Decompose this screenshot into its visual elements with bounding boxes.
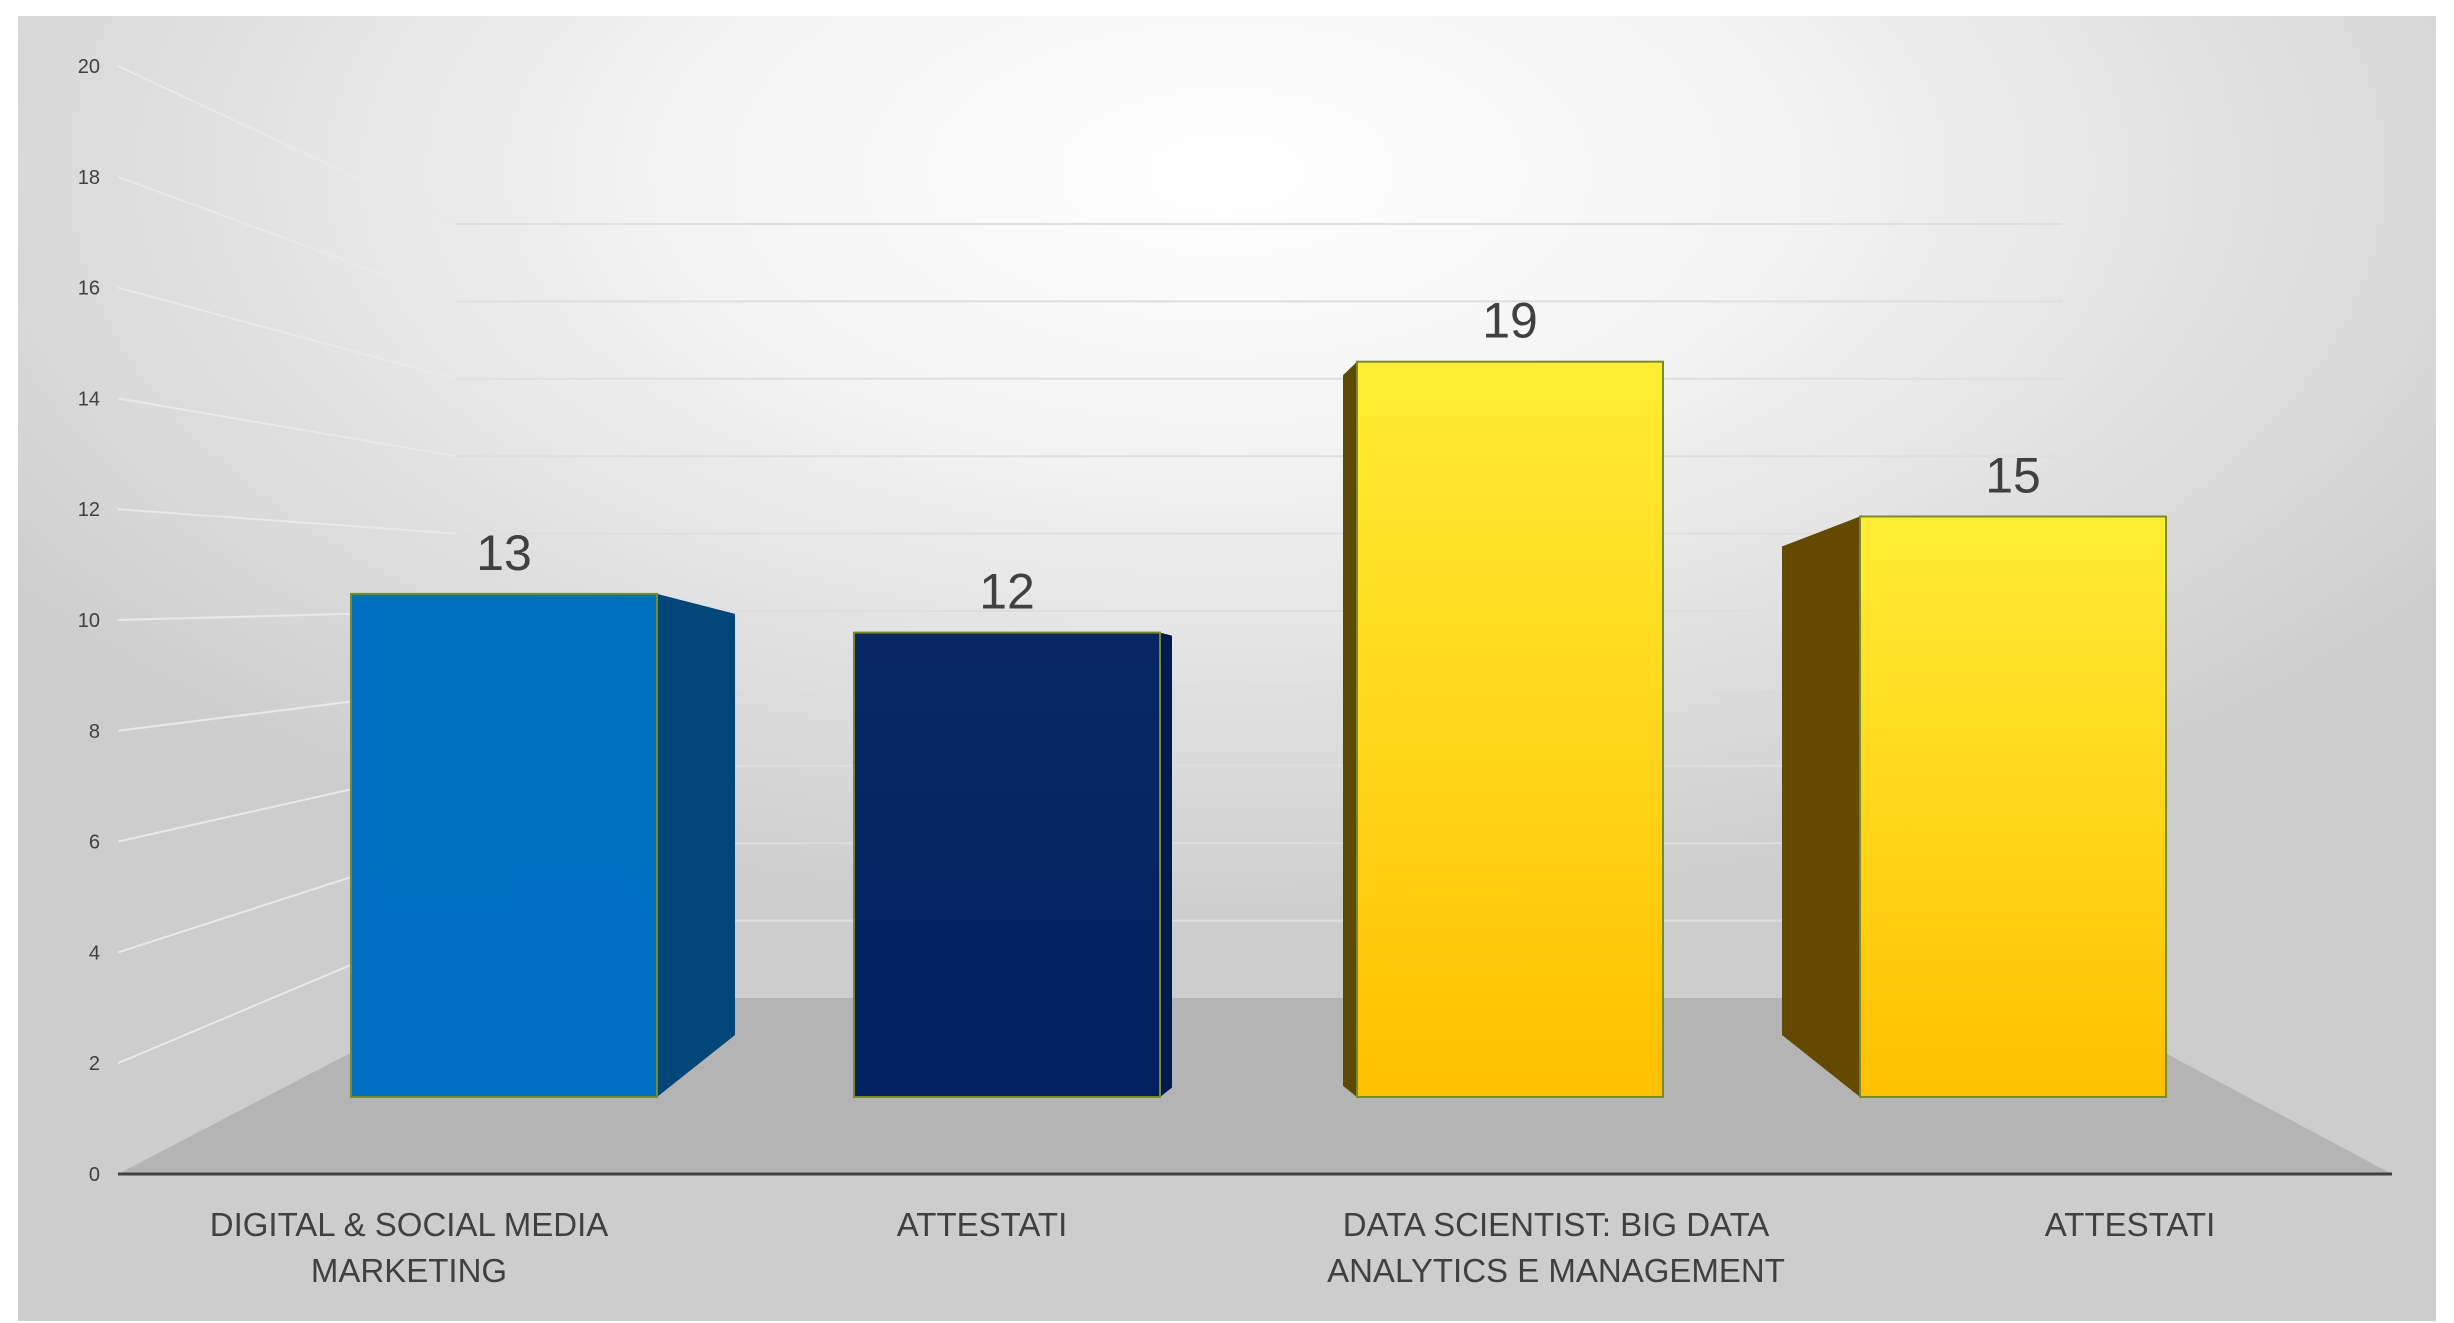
y-tick-label: 8 [89,721,100,743]
y-tick-label: 0 [89,1164,100,1186]
y-tick-label: 12 [78,499,100,521]
y-tick-label: 4 [89,942,100,964]
y-tick-label: 10 [78,610,100,632]
bar-3 [1356,360,1664,1098]
bar-side-1 [657,593,735,1097]
y-tick-label: 20 [78,56,100,78]
x-tick-label-3: ANALYTICS E MANAGEMENT [1327,1252,1785,1289]
data-label-1: 13 [476,525,532,581]
gridline-left-16 [117,286,457,380]
y-tick-label: 6 [89,832,100,854]
gridline-left-20 [117,65,457,225]
y-tick-label: 2 [89,1053,100,1075]
gridline-left-12 [117,508,457,535]
y-tick-label: 14 [78,388,100,410]
x-tick-label-4: ATTESTATI [2045,1206,2216,1243]
chart-area: 0 2 4 6 8 10 12 14 16 18 20 13 DIGITAL & SOCIAL MEDI… [18,16,2436,1321]
bar-side-3 [1343,361,1357,1097]
x-tick-label-1: MARKETING [311,1252,507,1289]
y-tick-label: 18 [78,167,100,189]
x-tick-label-1: DIGITAL & SOCIAL MEDIA [210,1206,609,1243]
data-label-4: 15 [1985,448,2041,504]
gridline-left-18 [117,175,457,303]
gridline-left-14 [117,397,457,458]
y-tick-label: 16 [78,278,100,300]
bar-1 [350,592,658,1099]
x-tick-label-2: ATTESTATI [897,1206,1068,1243]
x-tick-label-3: DATA SCIENTIST: BIG DATA [1343,1206,1770,1243]
data-label-2: 12 [979,564,1035,620]
bar-4 [1859,515,2167,1098]
bar-side-2 [1160,632,1172,1097]
bar-chart: 0 2 4 6 8 10 12 14 16 18 20 13 DIGITAL & SOCIAL MEDI… [78,56,2392,1289]
bar-side-4 [1782,516,1860,1097]
data-label-3: 19 [1482,293,1538,349]
bar-2 [853,631,1161,1098]
